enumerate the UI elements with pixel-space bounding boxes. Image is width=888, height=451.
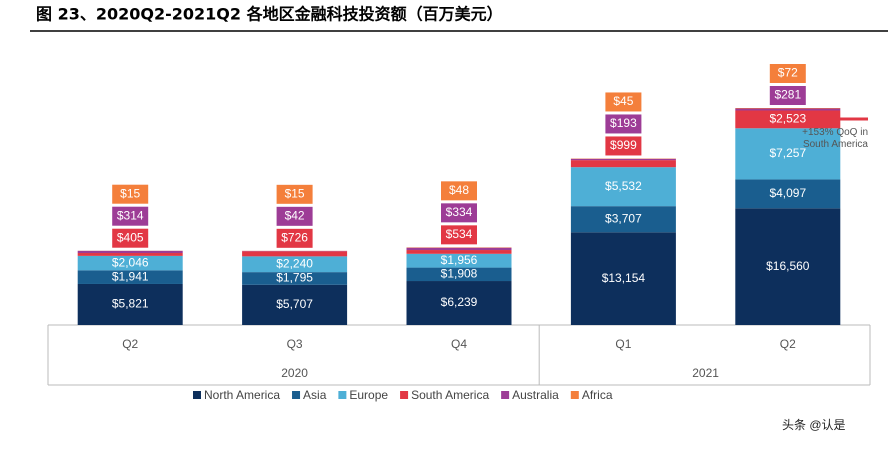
label-box xyxy=(441,181,477,201)
value-label: $1,941 xyxy=(112,269,149,283)
legend-label: North America xyxy=(204,388,280,402)
bar-segment xyxy=(406,247,512,251)
bar-segment xyxy=(735,108,841,111)
value-label: $13,154 xyxy=(602,271,646,285)
value-label: $334 xyxy=(446,205,473,219)
bar-segment xyxy=(77,255,183,271)
value-label: $2,046 xyxy=(112,255,149,269)
legend-label: Asia xyxy=(303,388,327,402)
label-box xyxy=(769,86,806,105)
value-label: $726 xyxy=(281,230,308,244)
value-label: $1,795 xyxy=(276,271,313,285)
label-box xyxy=(769,64,806,83)
value-label: $1,908 xyxy=(441,266,478,280)
value-label: $16,560 xyxy=(766,259,810,273)
value-label: $15 xyxy=(285,186,305,200)
x-tick-label: Q4 xyxy=(451,337,467,351)
label-box xyxy=(441,203,477,223)
x-tick-label: Q3 xyxy=(287,337,303,351)
value-label: $15 xyxy=(120,186,140,200)
bar-segment xyxy=(735,128,841,180)
value-label: $1,956 xyxy=(441,253,478,267)
label-box xyxy=(276,184,313,204)
bar-segment xyxy=(242,284,348,325)
label-box xyxy=(276,206,313,226)
bar-segment xyxy=(77,270,183,284)
value-label: $999 xyxy=(610,138,637,152)
bar-segment xyxy=(570,158,676,161)
label-box xyxy=(112,184,149,204)
value-label: $6,239 xyxy=(441,295,478,309)
legend-label: South America xyxy=(411,388,489,402)
bar-segment xyxy=(406,250,512,254)
legend-swatch xyxy=(400,391,409,399)
bar-segment xyxy=(242,251,348,257)
legend-swatch xyxy=(570,391,579,399)
label-box xyxy=(605,92,642,112)
value-label: $42 xyxy=(285,208,305,222)
bar-segment xyxy=(77,283,183,325)
bar-segment xyxy=(570,167,676,207)
value-label: $193 xyxy=(610,116,637,130)
bar-segment xyxy=(77,253,183,256)
label-box xyxy=(441,225,477,245)
group-label: 2021 xyxy=(692,366,719,380)
x-tick-label: Q2 xyxy=(780,337,796,351)
bar-segment xyxy=(570,232,676,325)
value-label: $5,532 xyxy=(605,179,642,193)
group-label: 2020 xyxy=(281,366,308,380)
value-label: $5,821 xyxy=(112,297,149,311)
value-label: $45 xyxy=(613,94,633,108)
bar-segment xyxy=(735,179,841,209)
chart-title: 图 23、2020Q2-2021Q2 各地区金融科技投资额（百万美元） xyxy=(36,5,503,24)
bar-segment xyxy=(77,250,183,254)
x-tick-label: Q1 xyxy=(615,337,631,351)
label-box xyxy=(605,136,642,156)
legend-swatch xyxy=(501,391,510,399)
bar-segment xyxy=(735,208,841,325)
bar-segment xyxy=(242,272,348,285)
value-label: $405 xyxy=(117,230,144,244)
value-label: $281 xyxy=(774,88,801,102)
legend-swatch xyxy=(193,391,201,399)
value-label: $2,240 xyxy=(276,256,313,270)
value-label: $7,257 xyxy=(769,146,806,160)
legend-label: Africa xyxy=(582,388,613,402)
bar-segment xyxy=(735,108,841,109)
value-label: $534 xyxy=(446,227,473,241)
value-label: $314 xyxy=(117,208,144,222)
legend-label: Australia xyxy=(512,388,559,402)
bar-segment xyxy=(570,160,676,168)
label-box xyxy=(112,228,149,248)
bar-segment xyxy=(406,281,512,325)
bar-segment xyxy=(570,206,676,233)
bar-segment xyxy=(406,267,512,282)
value-label: $5,707 xyxy=(276,297,313,311)
legend-swatch xyxy=(292,391,301,399)
value-label: $48 xyxy=(449,183,469,197)
bar-segment xyxy=(242,256,348,273)
legend-label: Europe xyxy=(349,388,388,402)
legend-swatch xyxy=(338,391,347,399)
value-label: $2,523 xyxy=(769,112,806,126)
label-box xyxy=(112,206,149,226)
label-box xyxy=(605,114,642,134)
watermark: 头条 @认是 xyxy=(782,418,846,432)
bar-segment xyxy=(735,110,841,129)
annotation: +153% QoQ in South America xyxy=(802,127,868,150)
value-label: $72 xyxy=(778,66,798,80)
bar-segment xyxy=(406,253,512,268)
value-label: $4,097 xyxy=(769,186,806,200)
value-label: $3,707 xyxy=(605,211,642,225)
x-tick-label: Q2 xyxy=(122,337,138,351)
label-box xyxy=(276,228,313,248)
